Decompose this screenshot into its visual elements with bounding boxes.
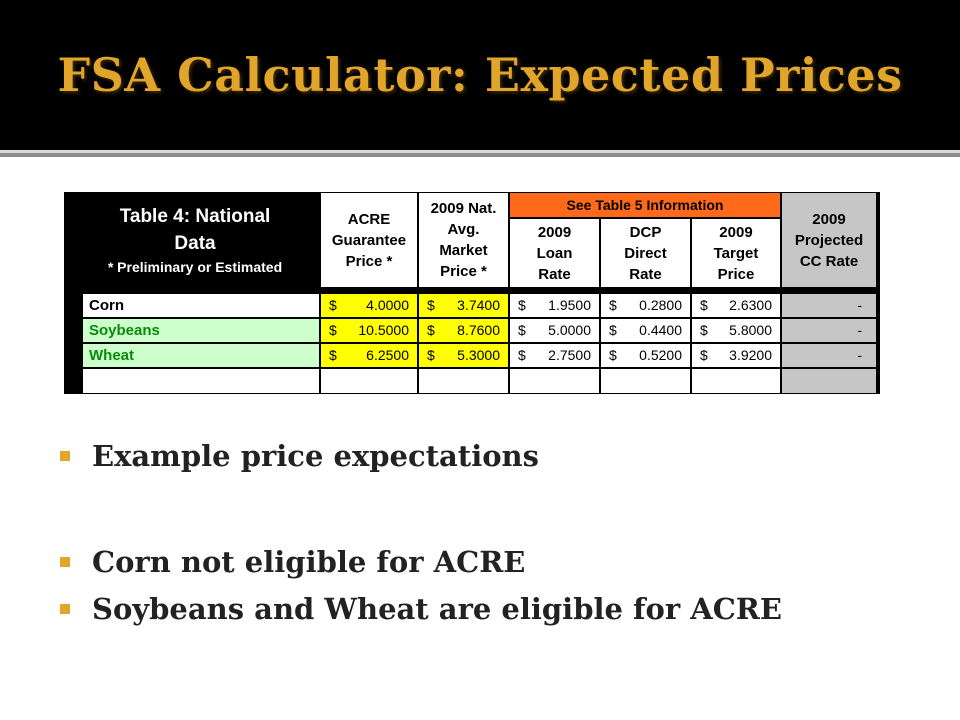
header-acre-guarantee: ACRE Guarantee Price * — [320, 192, 418, 288]
bullet-text: Example price expectations — [92, 439, 539, 473]
corn-acre-price: $4.0000 — [320, 293, 418, 318]
wheat-target-price: $3.9200 — [691, 343, 781, 368]
empty-cell — [509, 368, 600, 394]
empty-cell — [691, 368, 781, 394]
soybeans-dcp-rate: $0.4400 — [600, 318, 691, 343]
table-heading-note: * Preliminary or Estimated — [107, 258, 283, 275]
corn-loan-rate: $1.9500 — [509, 293, 600, 318]
wheat-dcp-rate: $0.5200 — [600, 343, 691, 368]
table-heading: Table 4: National Data * Preliminary or … — [70, 192, 320, 288]
bullet-text: Soybeans and Wheat are eligible for ACRE — [92, 592, 783, 626]
bullet-item: Example price expectations — [60, 439, 539, 473]
row-label-soybeans: Soybeans — [82, 318, 320, 343]
empty-cc-cell — [781, 368, 877, 394]
corn-target-price: $2.6300 — [691, 293, 781, 318]
wheat-acre-price: $6.2500 — [320, 343, 418, 368]
header-avg-market-price: 2009 Nat. Avg. Market Price * — [418, 192, 509, 288]
wheat-loan-rate: $2.7500 — [509, 343, 600, 368]
bullet-item: Corn not eligible for ACRE — [60, 545, 525, 579]
table-heading-line1: Table 4: National — [119, 205, 271, 227]
title-divider-highlight — [0, 150, 960, 153]
bullet-item: Soybeans and Wheat are eligible for ACRE — [60, 592, 782, 626]
corn-dcp-rate: $0.2800 — [600, 293, 691, 318]
soybeans-acre-price: $10.5000 — [320, 318, 418, 343]
soybeans-target-price: $5.8000 — [691, 318, 781, 343]
header-dcp-direct-rate: DCP Direct Rate — [600, 218, 691, 288]
title-divider — [0, 153, 960, 157]
national-data-table: Table 4: National Data * Preliminary or … — [64, 192, 880, 394]
empty-row-label — [82, 368, 320, 394]
bullet-square-icon — [60, 451, 70, 461]
corn-cc-rate: - — [781, 293, 877, 318]
row-label-wheat: Wheat — [82, 343, 320, 368]
table-heading-line2: Data — [174, 232, 216, 254]
wheat-cc-rate: - — [781, 343, 877, 368]
empty-cell — [600, 368, 691, 394]
slide-title: FSA Calculator: Expected Prices — [57, 48, 903, 102]
empty-cell — [418, 368, 509, 394]
soybeans-avg-price: $8.7600 — [418, 318, 509, 343]
bullet-square-icon — [60, 557, 70, 567]
soybeans-loan-rate: $5.0000 — [509, 318, 600, 343]
header-see-table-5: See Table 5 Information — [509, 192, 781, 218]
header-target-price: 2009 Target Price — [691, 218, 781, 288]
soybeans-cc-rate: - — [781, 318, 877, 343]
slide-body: Table 4: National Data * Preliminary or … — [0, 157, 960, 720]
bullet-text: Corn not eligible for ACRE — [92, 545, 526, 579]
bullet-square-icon — [60, 604, 70, 614]
header-loan-rate: 2009 Loan Rate — [509, 218, 600, 288]
row-label-corn: Corn — [82, 293, 320, 318]
corn-avg-price: $3.7400 — [418, 293, 509, 318]
wheat-avg-price: $5.3000 — [418, 343, 509, 368]
header-cc-rate: 2009 Projected CC Rate — [781, 192, 877, 288]
empty-cell — [320, 368, 418, 394]
